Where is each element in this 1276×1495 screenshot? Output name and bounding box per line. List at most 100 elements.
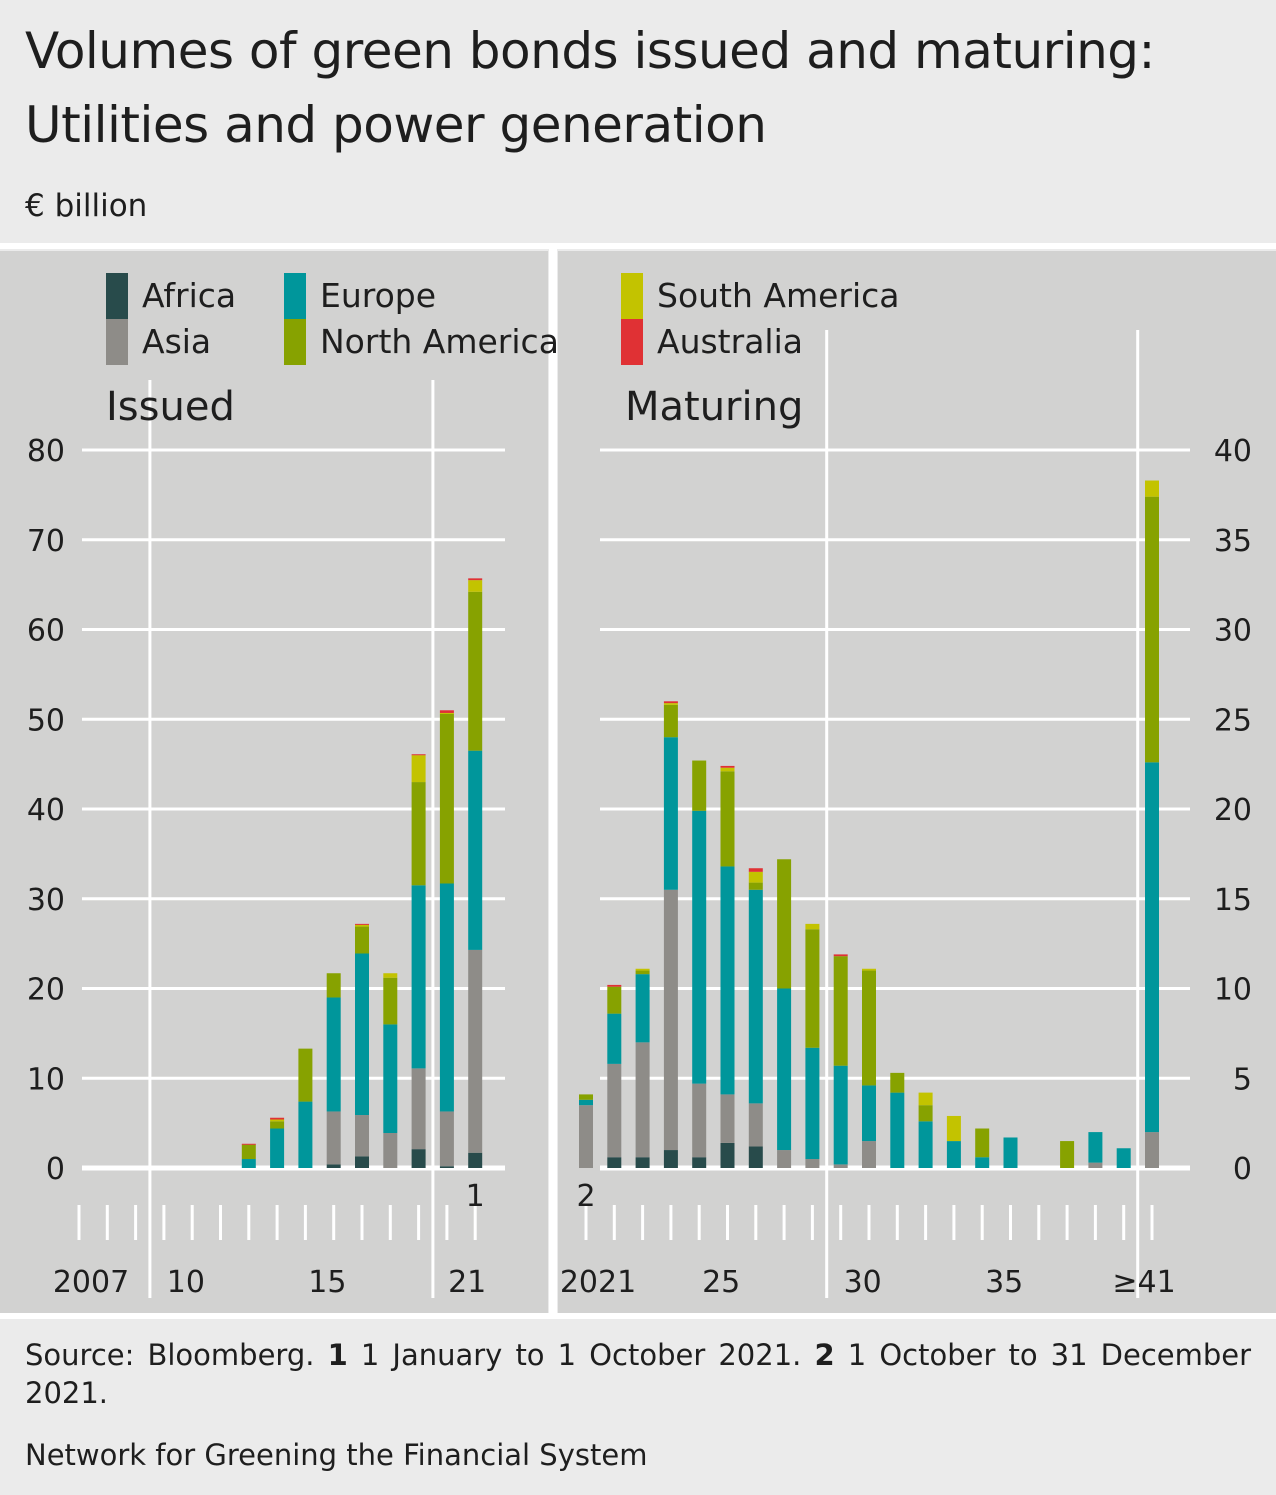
maturing-bar-south-america xyxy=(862,968,876,971)
maturing-bar-north-america xyxy=(748,882,763,890)
issued-bar-north-america xyxy=(241,1144,256,1160)
issued-bar-south-america xyxy=(270,1119,285,1122)
maturing-bar-north-america xyxy=(918,1105,933,1122)
maturing-x-tick-label: 30 xyxy=(844,1265,882,1300)
maturing-bar-europe xyxy=(975,1157,990,1168)
maturing-title: Maturing xyxy=(625,384,804,430)
maturing-bar-europe xyxy=(862,1085,876,1142)
maturing-bar-asia xyxy=(692,1083,707,1158)
maturing-bar-south-america xyxy=(946,1115,961,1142)
maturing-bar-south-america xyxy=(1145,480,1159,497)
issued-bar-north-america xyxy=(270,1121,285,1129)
issued-bar-north-america xyxy=(298,1048,313,1102)
maturing-bar-asia xyxy=(635,1042,650,1158)
maturing-bar-europe xyxy=(663,737,678,890)
issued-x-tick-label: 10 xyxy=(167,1265,205,1300)
issued-bar-south-america xyxy=(383,973,398,978)
source-text: Source: Bloomberg. xyxy=(25,1338,315,1372)
maturing-bar-europe xyxy=(1116,1148,1131,1168)
maturing-bar-australia xyxy=(748,868,763,872)
maturing-bar-asia xyxy=(663,889,678,1151)
legend-swatch-australia xyxy=(621,319,643,365)
maturing-x-tick-label: 35 xyxy=(985,1265,1023,1300)
maturing-bar-europe xyxy=(1088,1132,1103,1163)
maturing-bar-europe xyxy=(890,1092,905,1168)
maturing-bar-europe xyxy=(635,974,650,1043)
legend-swatch-europe xyxy=(284,273,306,319)
maturing-bar-asia xyxy=(777,1150,792,1168)
maturing-bar-australia xyxy=(607,984,622,987)
maturing-y-tick-label: 5 xyxy=(1233,1062,1252,1097)
maturing-bar-north-america xyxy=(777,859,792,989)
issued-bar-asia xyxy=(383,1132,398,1168)
maturing-bar-asia xyxy=(862,1141,876,1168)
maturing-bar-australia xyxy=(720,765,735,768)
issued-y-tick-label: 30 xyxy=(27,883,65,918)
maturing-bar-south-america xyxy=(805,923,820,930)
maturing-bar-north-america xyxy=(1145,496,1159,763)
issued-bar-europe xyxy=(355,953,369,1116)
maturing-bar-asia xyxy=(833,1164,848,1168)
maturing-bar-africa xyxy=(607,1157,622,1168)
issued-y-tick-label: 50 xyxy=(27,703,65,738)
legend-label-north-america: North America xyxy=(320,322,559,361)
maturing-bar-europe xyxy=(833,1065,848,1165)
maturing-y-tick-label: 10 xyxy=(1214,973,1252,1008)
header-divider xyxy=(0,243,1276,249)
issued-bar-north-america xyxy=(411,782,426,886)
issued-bar-north-america xyxy=(355,926,369,954)
maturing-bar-europe xyxy=(1003,1137,1018,1168)
maturing-bar-south-america xyxy=(720,767,735,772)
issued-y-tick-label: 20 xyxy=(27,973,65,1008)
maturing-bar-asia xyxy=(579,1105,593,1168)
issued-bar-australia xyxy=(355,923,369,925)
issued-bar-europe xyxy=(468,750,483,950)
issued-x-tick-label: 2007 xyxy=(53,1265,129,1300)
issued-bar-australia xyxy=(241,1143,256,1145)
maturing-bar-africa xyxy=(748,1146,763,1168)
issued-bar-europe xyxy=(383,1024,398,1133)
maturing-y-tick-label: 0 xyxy=(1233,1152,1252,1187)
maturing-bar-north-america xyxy=(890,1072,905,1093)
maturing-bar-australia xyxy=(663,701,678,704)
issued-bar-europe xyxy=(270,1128,285,1168)
footnote-1: 1 January to 1 October 2021. xyxy=(360,1338,802,1372)
maturing-y-tick-label: 15 xyxy=(1214,883,1252,918)
maturing-bar-europe xyxy=(918,1121,933,1168)
maturing-bar-north-america xyxy=(692,760,707,811)
issued-bar-asia xyxy=(468,949,483,1153)
issued-y-tick-label: 60 xyxy=(27,614,65,649)
maturing-bar-europe xyxy=(720,866,735,1095)
maturing-bar-asia xyxy=(1145,1132,1159,1168)
maturing-footnote-marker: 2 xyxy=(576,1179,595,1214)
maturing-bar-europe xyxy=(748,889,763,1104)
maturing-bar-europe xyxy=(579,1099,593,1106)
maturing-y-tick-label: 25 xyxy=(1214,703,1252,738)
issued-footnote-marker: 1 xyxy=(466,1179,485,1214)
maturing-bar-north-america xyxy=(833,956,848,1066)
maturing-y-tick-label: 40 xyxy=(1214,434,1252,469)
issued-bar-europe xyxy=(439,883,454,1112)
issued-title: Issued xyxy=(106,384,235,430)
maturing-bar-europe xyxy=(607,1013,622,1064)
legend-label-australia: Australia xyxy=(657,322,803,361)
issued-bar-africa xyxy=(326,1164,341,1168)
maturing-x-tick-label: 25 xyxy=(702,1265,740,1300)
issued-y-tick-label: 80 xyxy=(27,434,65,469)
issued-y-tick-label: 40 xyxy=(27,793,65,828)
footnote-marker-2: 2 xyxy=(814,1338,835,1372)
issued-bar-south-america xyxy=(355,924,369,927)
legend-label-asia: Asia xyxy=(142,322,212,361)
maturing-bar-north-america xyxy=(1060,1141,1075,1168)
maturing-bar-europe xyxy=(805,1047,820,1160)
maturing-y-tick-label: 20 xyxy=(1214,793,1252,828)
maturing-bar-south-america xyxy=(918,1092,933,1106)
legend-label-europe: Europe xyxy=(320,276,437,315)
maturing-bar-europe xyxy=(692,810,707,1084)
maturing-bar-asia xyxy=(607,1063,622,1158)
maturing-bar-south-america xyxy=(635,968,650,971)
maturing-bar-europe xyxy=(946,1141,961,1168)
organization-credit: Network for Greening the Financial Syste… xyxy=(25,1438,648,1472)
issued-bar-europe xyxy=(241,1159,256,1168)
